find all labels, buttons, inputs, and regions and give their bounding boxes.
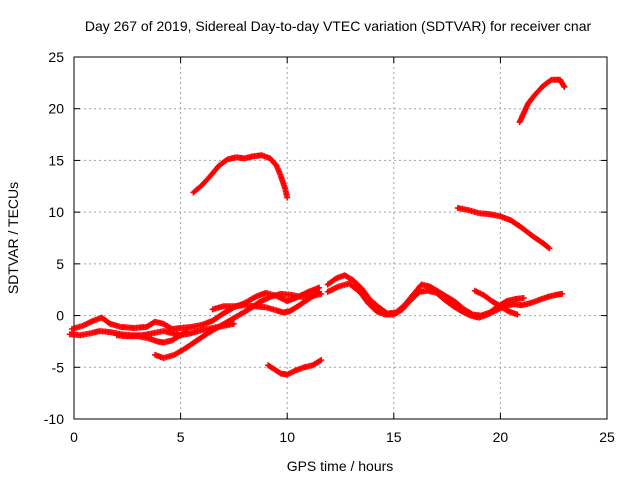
data-point-marker [546,245,553,252]
data-point-marker [561,83,568,90]
series-cluster-d [209,288,323,316]
data-point-marker [230,320,237,327]
plot-frame [73,56,608,420]
series-cluster-g [324,280,566,321]
chart-title: Day 267 of 2019, Sidereal Day-to-day VTE… [85,18,592,34]
data-point-marker [318,357,325,364]
grid-layer [74,57,607,419]
y-tick-label: 25 [48,49,64,65]
x-tick-label: 20 [493,429,509,445]
data-point-marker [317,357,324,364]
series-arc-negative [265,357,325,378]
data-point-marker [316,288,323,295]
x-tick-label: 15 [386,429,402,445]
x-tick-label: 5 [177,429,185,445]
series-arc-upper-1 [190,152,291,201]
data-point-marker [514,311,521,318]
y-tick-label: 10 [48,204,64,220]
tick-layer: 0 5 10 15 20 25 -10 -5 0 5 10 15 20 25 [44,49,615,445]
series-arc-upper-2 [454,205,553,252]
data-point-marker [545,244,552,251]
data-point-marker [182,328,189,335]
y-tick-label: 5 [56,256,64,272]
series-cluster-h [471,287,521,318]
data-point-marker [284,194,291,201]
series-cluster-e [113,328,190,346]
y-tick-label: 20 [48,101,64,117]
y-tick-label: 0 [56,308,64,324]
y-tick-label: -5 [52,359,65,375]
y-tick-label: -10 [44,411,64,427]
data-layer [66,76,568,378]
data-point-marker [520,294,527,301]
y-tick-label: 15 [48,152,64,168]
y-axis-label: SDTVAR / TECUs [5,182,21,294]
x-tick-label: 10 [279,429,295,445]
x-axis-label: GPS time / hours [287,458,394,474]
series-cluster-c [152,290,325,361]
data-point-marker [314,289,321,296]
data-point-marker [183,328,190,335]
series-arc-upper-3 [516,76,568,126]
x-tick-label: 25 [599,429,615,445]
data-point-marker [560,82,567,89]
x-tick-label: 0 [70,429,78,445]
data-point-marker [559,290,566,297]
